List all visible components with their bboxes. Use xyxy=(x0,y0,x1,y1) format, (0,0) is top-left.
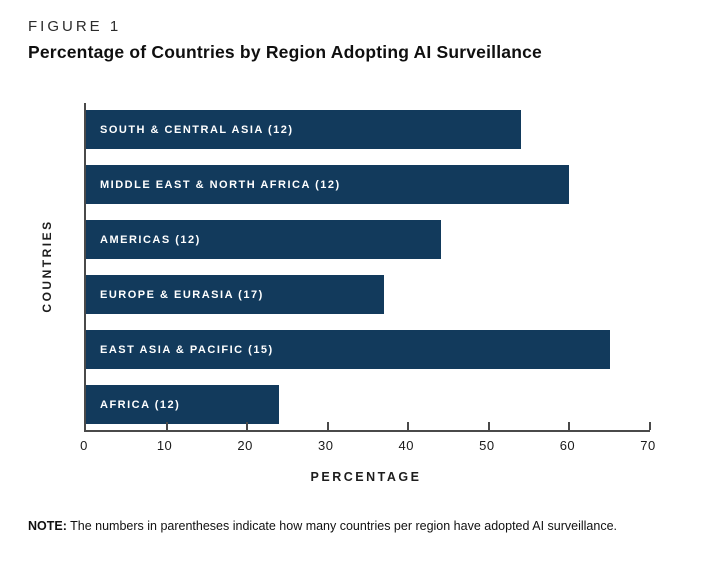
x-axis-tick-mark xyxy=(407,422,410,430)
bar-label: MIDDLE EAST & NORTH AFRICA (12) xyxy=(100,178,341,191)
bar-label: AFRICA (12) xyxy=(100,398,181,411)
x-axis-tick-label: 60 xyxy=(559,438,576,453)
x-axis-tick-mark xyxy=(246,422,249,430)
x-axis-tick-mark xyxy=(326,422,329,430)
x-axis-tick-label: 70 xyxy=(640,438,656,453)
bar: EUROPE & EURASIA (17) xyxy=(86,275,385,314)
x-axis-tick-label: 20 xyxy=(237,438,253,453)
note-label: NOTE: xyxy=(28,519,67,533)
note-text: The numbers in parentheses indicate how … xyxy=(70,519,617,533)
x-axis-label: PERCENTAGE xyxy=(310,470,422,484)
bar: SOUTH & CENTRAL ASIA (12) xyxy=(86,110,522,149)
bar-label: EAST ASIA & PACIFIC (15) xyxy=(100,343,274,356)
x-axis-tick-label: 50 xyxy=(479,438,495,453)
bar: AFRICA (12) xyxy=(86,385,280,424)
x-axis-tick-mark xyxy=(649,422,651,430)
plot-area: SOUTH & CENTRAL ASIA (12) MIDDLE EAST & N… xyxy=(84,103,651,432)
x-axis-tick-mark xyxy=(487,422,490,430)
figure-title: Percentage of Countries by Region Adopti… xyxy=(28,42,542,62)
bar-label: EUROPE & EURASIA (17) xyxy=(100,288,264,301)
x-axis-tick-label: 10 xyxy=(156,438,173,453)
x-axis-tick-label: 30 xyxy=(317,438,334,453)
bar: AMERICAS (12) xyxy=(86,220,441,259)
x-axis-tick-mark xyxy=(568,422,571,430)
figure-number-label: FIGURE 1 xyxy=(28,18,122,35)
figure-note: NOTE: The numbers in parentheses indicat… xyxy=(28,518,698,535)
bar-label: SOUTH & CENTRAL ASIA (12) xyxy=(100,123,294,136)
bar: MIDDLE EAST & NORTH AFRICA (12) xyxy=(86,165,570,204)
x-axis-tick-label: 40 xyxy=(398,438,415,453)
x-axis-tick-mark xyxy=(165,422,168,430)
x-axis-tick-labels: 0 10 20 30 40 50 60 70 xyxy=(80,438,655,456)
y-axis-label: COUNTRIES xyxy=(40,219,54,313)
x-axis-tick-label: 0 xyxy=(80,438,88,453)
bar: EAST ASIA & PACIFIC (15) xyxy=(86,330,610,369)
bar-label: AMERICAS (12) xyxy=(100,233,201,246)
